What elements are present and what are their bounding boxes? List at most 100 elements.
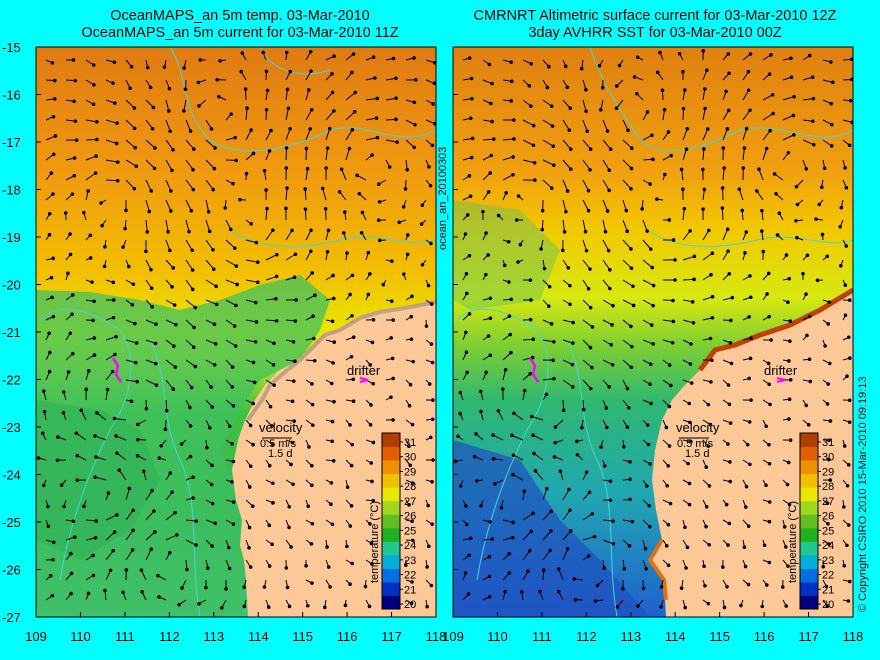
colorbar-swatch xyxy=(800,446,818,461)
current-vector xyxy=(622,239,632,250)
current-vector xyxy=(185,359,196,367)
current-vector-head xyxy=(481,209,485,214)
current-vector-head xyxy=(671,298,675,303)
current-vector-head xyxy=(487,594,492,599)
current-vector-head xyxy=(207,229,212,234)
current-vector xyxy=(76,432,87,441)
current-vector-head xyxy=(550,186,554,190)
left-coastline xyxy=(246,300,436,422)
current-vector-head xyxy=(704,524,708,529)
current-vector-head xyxy=(650,133,654,138)
current-vector-head xyxy=(61,390,66,394)
colorbar-tick-label: 23 xyxy=(822,555,834,567)
current-vector-head xyxy=(145,230,150,234)
lon-tick-label: 114 xyxy=(665,629,686,644)
current-vector-head xyxy=(531,433,535,438)
current-vector xyxy=(522,530,532,541)
current-vector-head xyxy=(487,574,492,579)
current-vector-head xyxy=(784,545,788,549)
current-vector xyxy=(722,128,728,141)
lon-tick-label: 112 xyxy=(159,629,180,644)
lon-tick-label: 117 xyxy=(798,629,819,644)
current-vector-head xyxy=(197,602,201,606)
current-vector-head xyxy=(370,562,374,566)
current-vector-head xyxy=(490,119,494,124)
current-vector-head xyxy=(571,385,575,389)
current-vector-head xyxy=(528,317,533,322)
current-vector-head xyxy=(171,387,176,392)
current-vector-head xyxy=(549,104,554,108)
current-vector-head xyxy=(690,300,695,304)
current-vector-head xyxy=(348,524,353,528)
current-vector-head xyxy=(746,69,751,74)
current-vector-head xyxy=(629,266,634,271)
current-vector-head xyxy=(458,390,463,395)
right-cold-water-region xyxy=(453,440,650,617)
current-vector-head xyxy=(533,469,538,473)
current-vector-head xyxy=(153,146,157,150)
current-vector-head xyxy=(74,431,79,436)
current-vector-head xyxy=(390,356,395,361)
left-map-panel: drifter velocity 0.5 m/s 1.5 d xyxy=(35,46,437,618)
current-vector-head xyxy=(154,361,158,366)
current-vector-head xyxy=(659,585,664,589)
current-vector xyxy=(642,299,654,307)
current-vector-head xyxy=(516,194,521,198)
current-vector-head xyxy=(304,146,309,151)
current-vector-head xyxy=(230,385,235,389)
current-vector xyxy=(145,259,152,270)
current-vector-head xyxy=(429,342,434,346)
colorbar-swatch xyxy=(800,487,818,502)
current-vector xyxy=(325,110,335,121)
current-vector xyxy=(304,209,307,221)
current-vector-head xyxy=(157,595,161,599)
current-vector-head xyxy=(585,129,590,134)
current-vector-head xyxy=(550,124,555,128)
current-vector xyxy=(125,119,135,129)
current-vector xyxy=(562,199,567,212)
colorbar-frame xyxy=(799,432,819,610)
current-vector-head xyxy=(608,268,612,272)
current-vector-head xyxy=(286,106,291,111)
current-vector xyxy=(225,339,236,347)
current-vector-head xyxy=(133,145,137,150)
current-vector-head xyxy=(628,497,632,502)
current-vector-head xyxy=(92,299,96,304)
current-vector-head xyxy=(496,408,501,413)
current-vector-head xyxy=(86,591,91,596)
current-vector xyxy=(125,159,137,167)
current-vector-head xyxy=(692,254,697,259)
colorbar-swatch xyxy=(800,473,818,488)
current-vector-head xyxy=(561,408,566,413)
current-vector xyxy=(165,139,174,151)
current-vector-head xyxy=(795,235,799,240)
current-vector-head xyxy=(463,571,468,575)
current-vector-head xyxy=(490,537,494,541)
current-vector-head xyxy=(650,265,655,270)
lat-tick-label: -18 xyxy=(2,183,21,198)
current-vector-head xyxy=(747,315,751,319)
current-vector-head xyxy=(467,253,472,258)
current-vector-head xyxy=(430,479,434,484)
current-vector xyxy=(118,469,127,481)
current-vector-head xyxy=(114,434,118,438)
current-vector-head xyxy=(167,109,171,113)
current-vector-head xyxy=(710,315,715,320)
current-vector-head xyxy=(136,422,140,427)
current-vector-head xyxy=(725,584,729,589)
current-vector-head xyxy=(126,264,131,269)
current-vector-head xyxy=(129,399,134,404)
current-vector-head xyxy=(456,434,460,439)
current-vector-head xyxy=(231,403,236,408)
current-vector xyxy=(502,138,515,141)
current-vector-head xyxy=(409,601,414,606)
current-vector-head xyxy=(249,222,253,226)
current-vector-head xyxy=(287,525,291,530)
current-vector xyxy=(602,119,608,132)
current-vector-head xyxy=(666,563,671,568)
current-vector-head xyxy=(827,300,832,304)
current-vector-head xyxy=(748,108,752,113)
current-vector xyxy=(622,259,632,269)
current-vector-head xyxy=(430,417,435,422)
current-vector-head xyxy=(539,247,543,251)
